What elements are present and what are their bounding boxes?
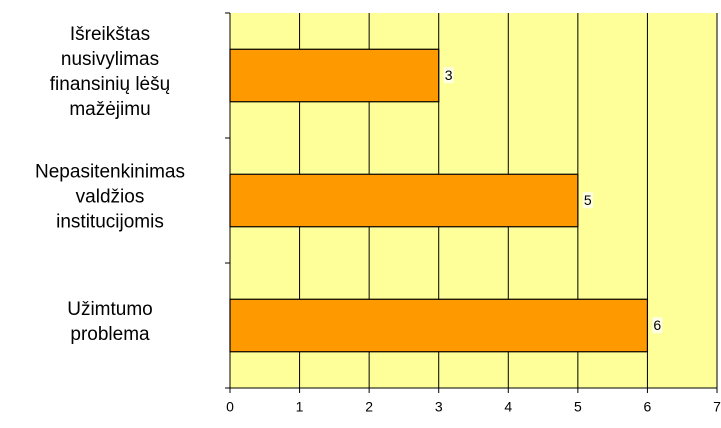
x-tick-label: 5 [574,399,582,415]
x-tick-label: 6 [644,399,652,415]
value-label: 3 [445,67,453,83]
value-label-bg [652,317,663,334]
x-tick-label: 1 [296,399,304,415]
y-tick-label: Nepasitenkinimas valdžios institucijomis [35,161,185,232]
x-tick-label: 2 [365,399,373,415]
value-label-bg [443,67,454,84]
x-tick-label: 3 [435,399,443,415]
value-label: 6 [653,317,661,333]
value-label: 5 [584,192,592,208]
y-tick-label: Užimtumo problema [67,298,153,345]
y-tick-label: Išreikštas nusivylimas finansinių lėšų m… [49,23,171,120]
x-tick-label: 4 [504,399,512,415]
x-tick-label: 0 [226,399,234,415]
bar [229,48,440,103]
bar [229,298,649,353]
bar [229,173,579,228]
x-tick-label: 7 [713,399,721,415]
value-label-bg [582,192,593,209]
